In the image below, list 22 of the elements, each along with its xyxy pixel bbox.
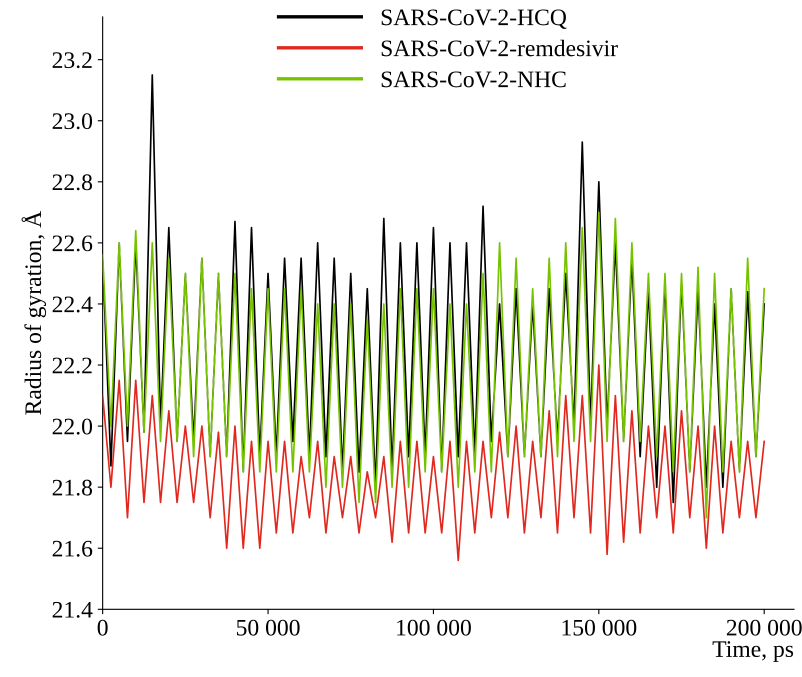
x-tick-label: 200 000 bbox=[726, 620, 802, 636]
y-tick-label: 21.6 bbox=[52, 540, 92, 557]
x-axis-title: Time, ps bbox=[712, 641, 794, 662]
y-tick-label: 22.2 bbox=[52, 358, 92, 374]
y-tick-label: 21.8 bbox=[52, 480, 92, 496]
y-tick-label: 22.0 bbox=[52, 418, 92, 435]
y-tick-label: 23.2 bbox=[52, 52, 92, 68]
x-tick-label: 50 000 bbox=[236, 620, 300, 636]
legend-label: SARS-CoV-2-HCQ bbox=[382, 9, 566, 29]
legend-label: SARS-CoV-2-remdesivir bbox=[382, 40, 618, 56]
y-tick-label: 22.8 bbox=[52, 174, 92, 190]
y-tick-label: 23.0 bbox=[52, 113, 92, 130]
line-series bbox=[102, 212, 766, 519]
legend-label: SARS-CoV-2-NHC bbox=[382, 71, 566, 88]
line-series bbox=[102, 364, 766, 562]
y-tick-label: 22.6 bbox=[52, 235, 92, 252]
x-tick-label: 100 000 bbox=[397, 620, 471, 636]
x-tick-label: 0 bbox=[98, 620, 108, 636]
y-axis-title: Radius of gyration, Å bbox=[22, 210, 46, 415]
y-tick-label: 21.4 bbox=[52, 602, 93, 618]
x-tick-label: 150 000 bbox=[562, 620, 636, 636]
y-tick-label: 22.4 bbox=[52, 296, 93, 312]
